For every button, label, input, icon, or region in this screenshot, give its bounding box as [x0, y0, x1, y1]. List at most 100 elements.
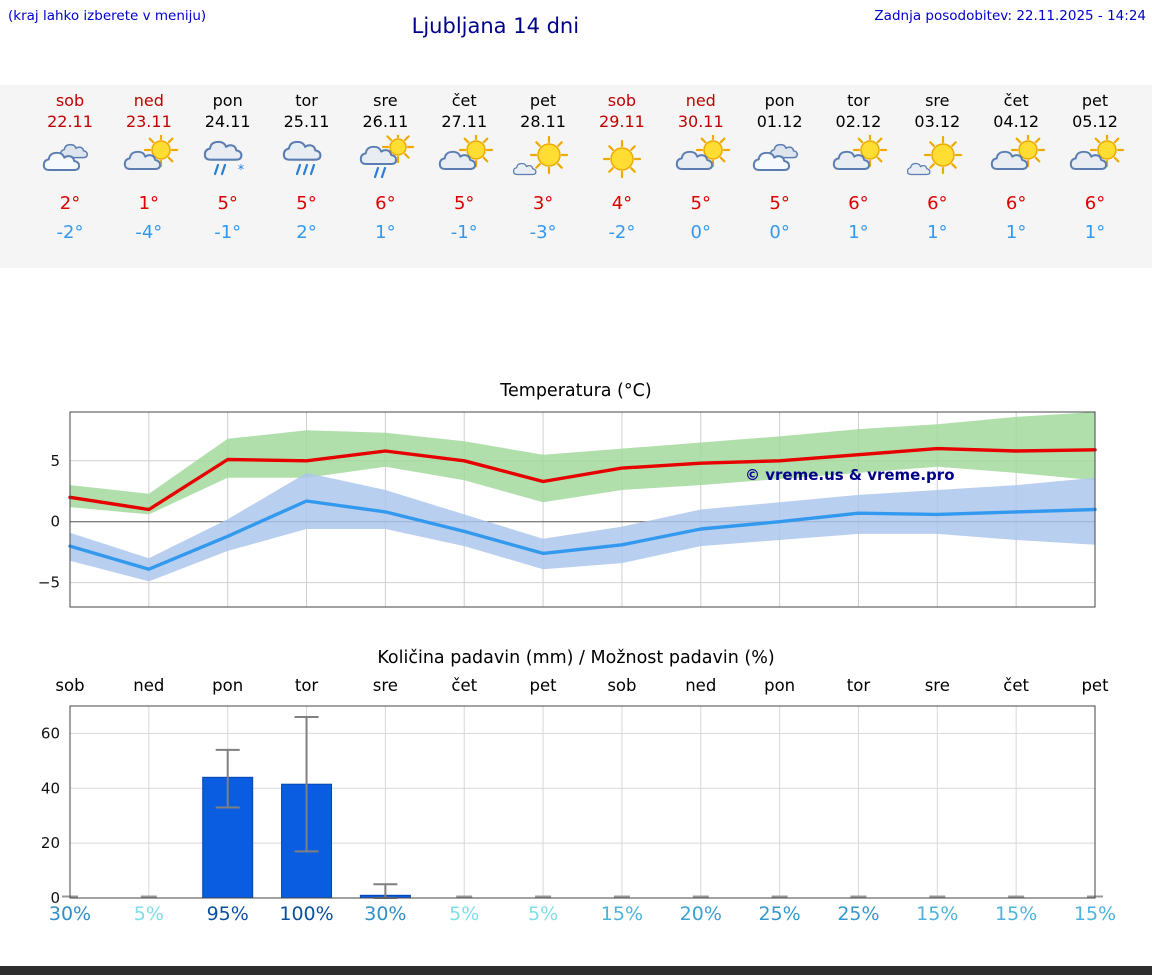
day-name: pet	[1081, 91, 1109, 110]
precip-day-label: ned	[685, 676, 717, 695]
day-date: 01.12	[756, 112, 803, 131]
precip-probability: 20%	[679, 903, 722, 925]
day-high-temp: 5°	[690, 193, 711, 214]
bottom-bar	[0, 966, 1152, 975]
day-column: ned 23.11 1° -4°	[109, 85, 188, 268]
day-name: tor	[295, 91, 318, 110]
sunny-glyph	[602, 139, 642, 179]
temperature-chart-title: Temperatura (°C)	[500, 381, 652, 401]
precip-day-label: pon	[764, 676, 796, 695]
precip-day-label: sre	[372, 676, 398, 695]
day-high-temp: 6°	[848, 193, 869, 214]
sunny-icon	[583, 135, 662, 189]
day-low-temp: -4°	[135, 222, 163, 243]
precip-whisker	[215, 748, 240, 809]
day-low-temp: -3°	[529, 222, 557, 243]
partly-cloudy-glyph	[1069, 135, 1125, 171]
precip-ytick-label: 60	[41, 724, 60, 742]
day-low-temp: 2°	[296, 222, 317, 243]
precipitation-chart: 0 20 40 60	[41, 705, 1103, 904]
precip-probability: 25%	[837, 903, 880, 925]
day-date: 05.12	[1072, 112, 1118, 131]
day-name: pon	[764, 91, 795, 110]
precip-day-label: tor	[294, 676, 319, 695]
mostly-sunny-icon	[504, 135, 583, 189]
day-date: 26.11	[362, 112, 409, 131]
day-low-temp: -1°	[450, 222, 478, 243]
partly-cloudy-glyph	[675, 135, 730, 171]
sleet-glyph: *	[203, 140, 244, 178]
day-column: pet 28.11 3° -3°	[504, 85, 583, 268]
day-high-temp: 6°	[1005, 193, 1027, 214]
day-column: sre 26.11 6° 1°	[346, 85, 425, 268]
precip-probability: 5%	[133, 903, 164, 925]
precip-day-label: ned	[133, 676, 165, 695]
day-name: sob	[607, 91, 637, 110]
precip-probability: 15%	[1073, 903, 1117, 925]
partly-cloudy-icon	[661, 135, 740, 189]
precip-ytick-label: 0	[50, 889, 60, 904]
max-range-band	[70, 412, 1095, 515]
day-high-temp: 5°	[217, 193, 238, 214]
precip-day-label: pet	[1081, 676, 1109, 695]
precip-day-label: sob	[607, 676, 637, 695]
watermark-link[interactable]: © vreme.us & vreme.pro	[745, 466, 955, 484]
forecast-strip: sob 22.11 2° -2° ned 23.11 1° -4° pon 24.11 * 5° -1°…	[0, 85, 1152, 268]
precip-probability: 15%	[916, 903, 959, 925]
partly-cloudy-glyph	[123, 135, 178, 171]
precip-day-labels: sob ned pon tor sre čet pet sob ned pon tor sre čet p…	[0, 676, 1152, 698]
day-date: 22.11	[47, 112, 93, 131]
partly-cloudy-icon	[109, 135, 188, 189]
last-updated: Zadnja posodobitev: 22.11.2025 - 14:24	[874, 8, 1146, 24]
day-name: ned	[685, 91, 716, 110]
precip-probability: 30%	[364, 903, 407, 925]
day-high-temp: 3°	[532, 193, 554, 214]
day-column: pet 05.12 6° 1°	[1056, 85, 1135, 268]
precip-day-label: čet	[1003, 676, 1029, 695]
precip-probability: 5%	[527, 903, 559, 925]
mostly-sunny-glyph	[907, 135, 963, 176]
day-date: 24.11	[204, 112, 251, 131]
precip-day-label: pet	[529, 676, 557, 695]
precip-ytick-label: 40	[41, 779, 60, 797]
partly-cloudy-icon	[977, 135, 1056, 189]
day-date: 04.12	[993, 112, 1040, 131]
day-low-temp: 1°	[375, 222, 396, 243]
day-high-temp: 5°	[296, 193, 317, 214]
day-column: sob 22.11 2° -2°	[31, 85, 110, 268]
page-title: Ljubljana 14 dni	[411, 14, 580, 38]
day-column: čet 04.12 6° 1°	[977, 85, 1056, 268]
precip-ytick-label: 20	[41, 834, 60, 852]
min-temp-line	[68, 499, 1097, 571]
day-column: čet 27.11 5° -1°	[425, 85, 504, 268]
rain-icon	[267, 135, 346, 189]
precip-probability: 5%	[449, 903, 480, 925]
precip-day-label: sob	[55, 676, 85, 695]
day-high-temp: 6°	[927, 193, 948, 214]
day-high-temp: 6°	[1084, 193, 1106, 214]
day-high-temp: 2°	[59, 193, 81, 214]
location-hint: (kraj lahko izberete v meniju)	[8, 8, 207, 24]
day-date: 29.11	[599, 112, 645, 131]
mostly-sunny-glyph	[512, 135, 569, 176]
precip-probability: 100%	[279, 903, 334, 925]
temp-ytick-label: 0	[50, 513, 60, 531]
day-name: čet	[451, 91, 477, 110]
precip-plot-border	[69, 705, 1096, 899]
precip-day-label: čet	[451, 676, 478, 695]
cloudy-glyph	[42, 143, 89, 172]
svg-text:*: *	[237, 163, 244, 178]
day-column: sob 29.11 4° -2°	[583, 85, 662, 268]
rain-glyph	[282, 140, 321, 176]
day-date: 25.11	[283, 112, 330, 131]
temp-ytick-label: 5	[50, 452, 60, 470]
day-low-temp: 1°	[848, 222, 869, 243]
day-high-temp: 4°	[611, 193, 633, 214]
day-low-temp: 1°	[1084, 222, 1106, 243]
sun-rain-icon	[346, 135, 425, 189]
precip-probability-row: 30% 5% 95% 100% 30% 5% 5% 15% 20% 25% 25% 15% 15% 15%	[0, 903, 1152, 929]
partly-cloudy-icon	[1056, 135, 1135, 189]
precip-day-label: sre	[924, 676, 950, 695]
day-name: pon	[212, 91, 243, 110]
